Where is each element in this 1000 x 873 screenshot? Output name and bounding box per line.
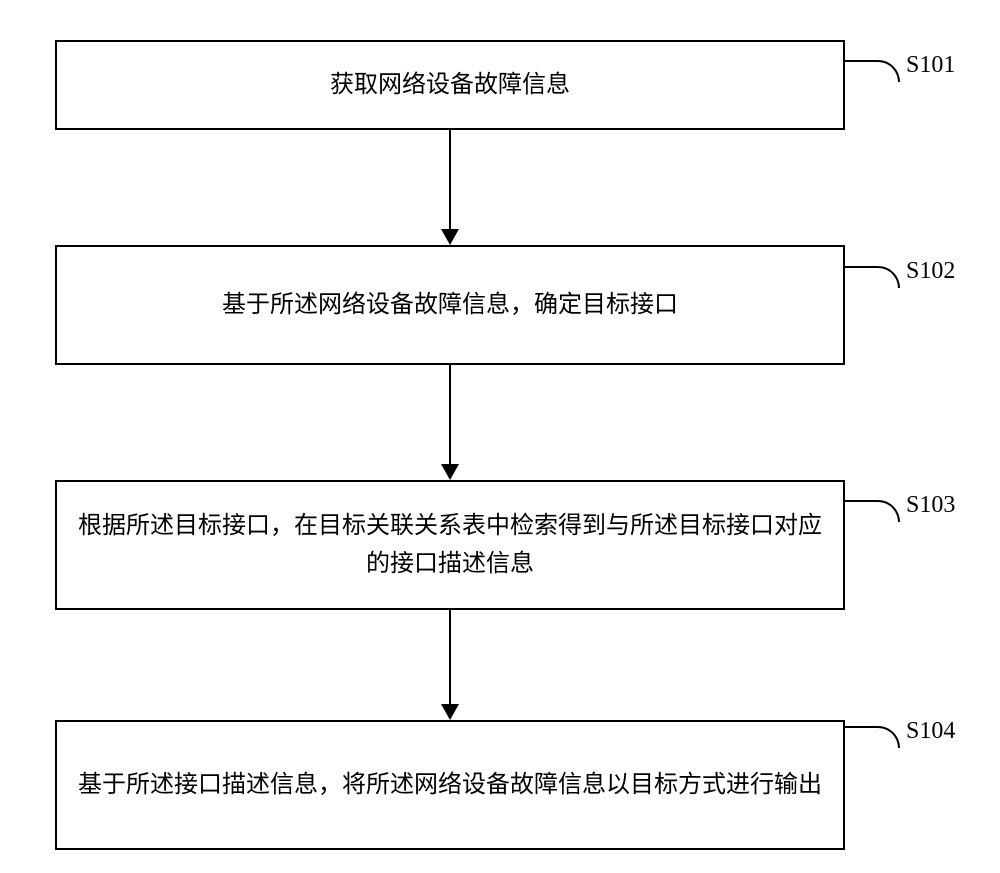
flow-arrow-line: [449, 610, 451, 704]
flowchart-node: 根据所述目标接口，在目标关联关系表中检索得到与所述目标接口对应的接口描述信息: [55, 480, 845, 610]
label-connector: [845, 726, 900, 748]
label-connector: [845, 60, 900, 82]
step-label-text: S104: [906, 718, 955, 744]
step-label-text: S101: [906, 52, 955, 78]
step-label: S103: [906, 492, 955, 519]
label-connector: [845, 266, 900, 288]
node-text: 获取网络设备故障信息: [330, 66, 570, 104]
step-label: S104: [906, 718, 955, 745]
flowchart-node: 基于所述接口描述信息，将所述网络设备故障信息以目标方式进行输出: [55, 720, 845, 850]
flowchart-canvas: 获取网络设备故障信息 基于所述网络设备故障信息，确定目标接口 根据所述目标接口，…: [0, 0, 1000, 873]
step-label: S101: [906, 52, 955, 79]
node-text: 根据所述目标接口，在目标关联关系表中检索得到与所述目标接口对应的接口描述信息: [77, 507, 823, 584]
flowchart-node: 获取网络设备故障信息: [55, 40, 845, 130]
flowchart-node: 基于所述网络设备故障信息，确定目标接口: [55, 245, 845, 365]
node-text: 基于所述接口描述信息，将所述网络设备故障信息以目标方式进行输出: [78, 766, 822, 804]
step-label-text: S102: [906, 258, 955, 284]
label-connector: [845, 500, 900, 522]
flow-arrow-head-icon: [441, 704, 459, 720]
flow-arrow-line: [449, 365, 451, 464]
flow-arrow-head-icon: [441, 229, 459, 245]
node-text: 基于所述网络设备故障信息，确定目标接口: [222, 286, 678, 324]
flow-arrow-line: [449, 130, 451, 229]
step-label-text: S103: [906, 492, 955, 518]
flow-arrow-head-icon: [441, 464, 459, 480]
step-label: S102: [906, 258, 955, 285]
